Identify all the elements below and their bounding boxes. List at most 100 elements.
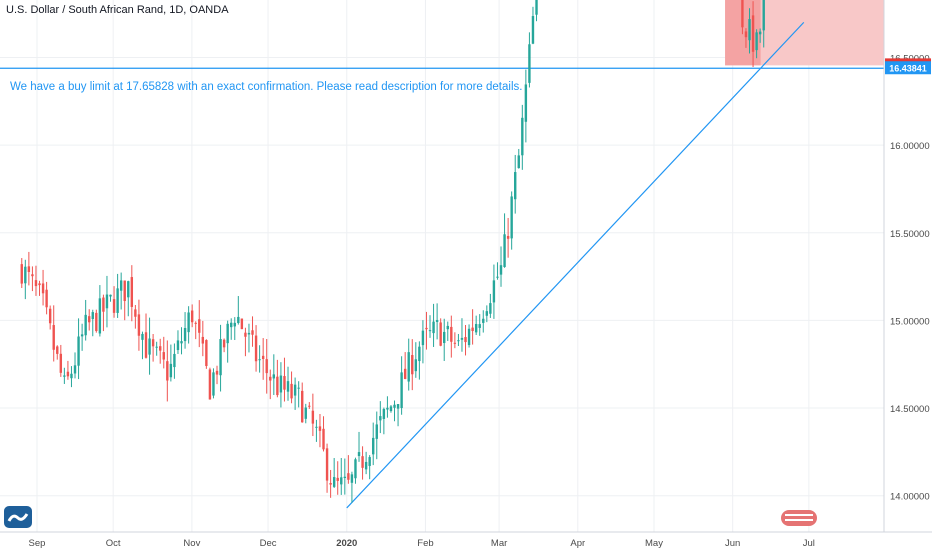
candle-body <box>414 359 418 372</box>
candle-body <box>34 280 38 287</box>
candle-body <box>407 352 410 382</box>
candle-body <box>59 353 63 373</box>
candle-body <box>741 0 744 28</box>
candle-body <box>151 339 155 347</box>
candle-body <box>453 342 457 344</box>
candle-body <box>350 474 354 483</box>
candle-body <box>364 461 368 470</box>
candle-body <box>73 365 77 374</box>
candle-body <box>31 274 34 277</box>
x-tick-label: Dec <box>260 538 277 549</box>
candle-body <box>354 459 357 479</box>
price-label: 16.43841 <box>889 64 927 74</box>
candle-body <box>84 314 87 336</box>
candle-body <box>521 117 524 156</box>
candle-body <box>24 266 27 284</box>
candle-body <box>322 428 325 450</box>
candle-body <box>457 340 460 342</box>
candle-body <box>95 312 98 332</box>
price-label-box <box>885 61 931 75</box>
candle-body <box>219 339 222 376</box>
candle-body <box>283 376 286 390</box>
candle-body <box>368 457 371 466</box>
tradingview-logo-icon[interactable] <box>4 506 32 528</box>
candle-body <box>499 265 503 275</box>
candle-body <box>379 416 382 421</box>
candle-body <box>755 32 758 51</box>
trade-annotation: We have a buy limit at 17.65828 with an … <box>10 81 523 93</box>
candle-body <box>162 352 165 360</box>
candle-body <box>130 277 134 307</box>
candle-body <box>169 363 173 378</box>
candle-body <box>38 283 41 286</box>
candle-body <box>187 312 190 333</box>
candle-body <box>450 326 453 342</box>
candle-body <box>41 283 45 294</box>
candle-body <box>144 332 148 358</box>
x-tick-label: May <box>645 538 663 549</box>
candle-body <box>421 330 425 346</box>
candle-body <box>20 264 23 284</box>
candle-body <box>276 376 279 396</box>
x-tick-label: Oct <box>106 538 121 549</box>
candle-body <box>98 298 102 334</box>
candle-body <box>396 404 400 409</box>
candle-body <box>226 323 229 344</box>
candle-body <box>403 368 407 379</box>
candle-body <box>308 405 311 407</box>
candle-body <box>315 426 318 428</box>
candle-body <box>748 19 751 41</box>
candle-body <box>503 234 506 268</box>
candle-body <box>318 426 322 431</box>
candle-body <box>190 310 194 323</box>
candle-body <box>205 340 208 367</box>
candle-body <box>80 334 84 337</box>
candle-body <box>347 473 350 480</box>
candle-body <box>45 289 48 308</box>
candle-body <box>389 406 393 412</box>
candle-body <box>343 476 347 478</box>
candle-body <box>27 266 31 273</box>
x-tick-label: 2020 <box>336 538 357 549</box>
candle-body <box>148 338 151 355</box>
candle-body <box>372 437 375 455</box>
candle-body <box>112 299 116 313</box>
candle-body <box>254 335 258 362</box>
candle-body <box>269 376 272 381</box>
candle-body <box>119 280 123 291</box>
y-tick-label: 15.00000 <box>890 316 930 327</box>
candle-body <box>56 346 59 354</box>
candle-body <box>446 325 449 330</box>
candle-body <box>212 372 215 396</box>
candle-body <box>489 303 492 314</box>
candle-body <box>247 332 251 335</box>
candle-body <box>48 308 52 324</box>
y-tick-label: 16.00000 <box>890 141 930 152</box>
candle-body <box>482 318 485 323</box>
candle-body <box>180 341 183 344</box>
candle-body <box>297 387 300 389</box>
candle-body <box>183 327 187 342</box>
candle-body <box>510 196 513 239</box>
candle-body <box>460 337 464 340</box>
candle-body <box>411 355 414 375</box>
candle-body <box>251 330 254 335</box>
candle-body <box>393 404 396 408</box>
candle-body <box>336 477 339 481</box>
candle-body <box>240 318 244 330</box>
x-tick-label: Mar <box>491 538 507 549</box>
candle-body <box>88 316 91 323</box>
candle-body <box>751 15 755 52</box>
x-tick-label: Jun <box>725 538 740 549</box>
candle-body <box>325 448 329 481</box>
candle-body <box>524 84 528 122</box>
candle-body <box>418 346 421 362</box>
candle-body <box>435 320 439 322</box>
candle-body <box>311 410 315 424</box>
candle-body <box>233 322 236 327</box>
candle-body <box>201 336 205 344</box>
candle-body <box>63 375 66 377</box>
candle-body <box>332 477 336 487</box>
candle-body <box>237 316 240 324</box>
